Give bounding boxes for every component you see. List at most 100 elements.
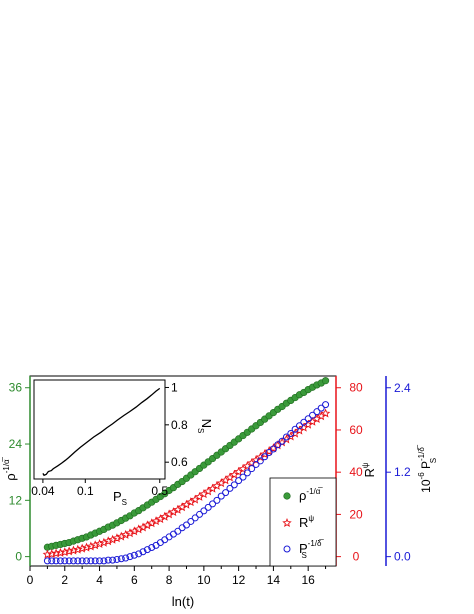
x-tick-label: 4 [96,573,103,587]
left-y-tick-label: 24 [9,437,23,451]
inset-data-line [42,387,161,477]
data-point [269,445,277,453]
right-r-tick-label: 80 [349,381,363,395]
data-point [61,557,69,565]
left-y-tick-label: 36 [9,381,23,395]
inset-y-label-subscript: S [196,428,205,433]
data-point [87,557,95,565]
data-point [96,557,104,565]
right-p-tick-label: 2.4 [394,381,411,395]
data-point [295,422,303,430]
data-point [109,556,117,564]
data-point [91,557,99,565]
x-tick-label: 2 [61,573,68,587]
data-point [191,514,199,522]
data-point [282,433,290,441]
data-point [239,473,247,481]
right-p-tick-label: 0.0 [394,550,411,564]
data-point [200,507,208,515]
legend-r-base: R [299,515,308,530]
legend-label-p: P-1/δ̅ S [299,539,324,560]
data-point [83,557,91,565]
data-point [56,557,64,565]
x-tick-label: 10 [197,573,211,587]
inset-y-label: NS [196,419,214,434]
legend: ρ-1/α̅ Rψ P-1/δ̅ S [269,477,337,567]
data-point [47,549,57,559]
data-point [65,557,73,565]
x-tick-label: 6 [131,573,138,587]
data-point [178,524,186,532]
right-y-axis-r-label: Rψ [361,462,377,477]
data-point [291,425,299,433]
legend-label-r: Rψ [299,514,314,530]
data-point [165,533,173,541]
x-tick-label: 16 [302,573,316,587]
data-point [60,547,70,557]
data-point [174,527,182,535]
data-point [73,544,83,554]
data-point [126,553,134,561]
data-point [287,429,295,437]
data-point [42,549,53,559]
data-point [122,554,130,562]
data-point [74,557,82,565]
data-point [104,556,112,564]
legend-p-exponent: -1/δ̅ [308,539,325,548]
inset-axes: 0.04 0.1 0.5 0.6 0.8 1 [31,380,188,498]
inset-y-tick-label: 0.6 [171,455,188,469]
data-point [169,530,177,538]
inset-x-label: PS [113,489,127,507]
legend-p-subscript: S [301,551,306,560]
data-point [77,543,87,553]
data-point [226,484,234,492]
data-point [252,460,260,468]
left-y-label-exponent: -1/α̅ [2,456,11,473]
x-tick-label: 0 [27,573,34,587]
data-point [300,418,308,426]
data-point [182,521,190,529]
right-r-tick-label: 20 [349,507,363,521]
data-point [256,457,264,465]
data-point [309,411,317,419]
right-y-axis-p-label: 10-6 P-1/δ̅ S [417,444,438,493]
inset-x-label-base: P [113,489,122,504]
data-point [43,557,51,565]
data-point [321,377,330,385]
data-point [117,555,125,563]
legend-box [269,477,337,567]
data-point [274,441,282,449]
right-p-label-power: -6 [417,472,426,480]
data-point [64,546,74,556]
series-0 [43,377,330,551]
left-y-axis-label: ρ-1/α̅ [2,456,18,480]
inset-frame [33,379,166,480]
right-p-tick-label: 1.2 [394,465,411,479]
data-point [130,551,138,559]
inset-x-tick-label: 0.04 [31,484,55,498]
data-point [81,542,92,552]
x-axis-label: ln(t) [172,594,194,609]
x-tick-label: 12 [232,573,246,587]
data-point [139,548,147,556]
x-tick-label: 8 [166,573,173,587]
data-point [313,408,321,416]
right-r-tick-label: 40 [349,465,363,479]
legend-r-exponent: ψ [308,514,314,523]
data-point [217,492,225,500]
right-y-axis-p: 0.0 1.2 2.4 [385,376,411,566]
legend-label-rho: ρ-1/α̅ [299,487,323,503]
right-r-label-exponent: ψ [361,462,370,468]
data-point [235,477,243,485]
data-point [48,557,56,565]
legend-marker [283,545,291,553]
data-point [135,550,143,558]
legend-p-base: P [299,541,308,556]
data-point [317,404,325,412]
data-point [209,500,217,508]
right-p-label-symbol: P [419,461,433,472]
data-point [100,557,108,565]
data-point [196,510,204,518]
